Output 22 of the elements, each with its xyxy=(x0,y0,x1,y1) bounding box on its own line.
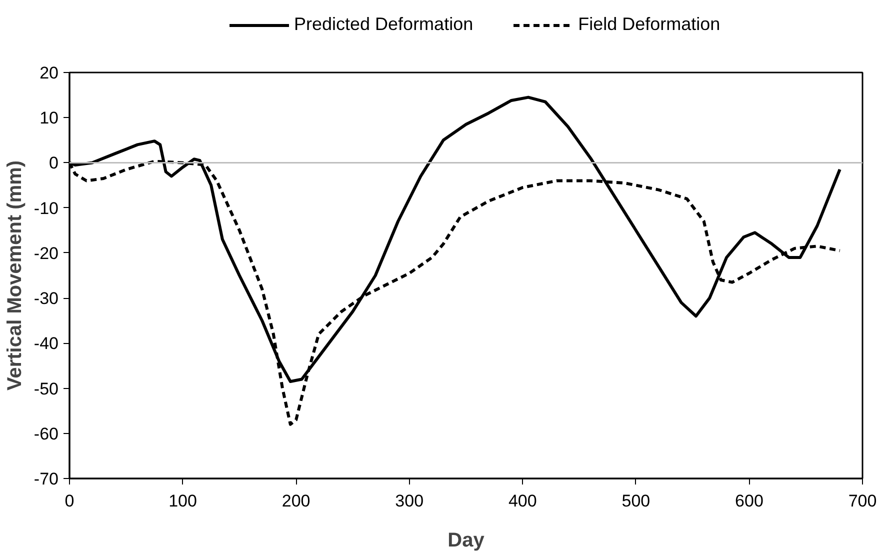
y-axis-title: Vertical Movement (mm) xyxy=(4,160,26,391)
y-tick-label: -50 xyxy=(34,379,59,398)
y-tick-label: -70 xyxy=(34,470,59,488)
x-tick-label: 500 xyxy=(622,492,650,510)
y-tick-label: -10 xyxy=(34,198,59,218)
legend-label: Predicted Deformation xyxy=(294,14,474,35)
x-tick-label: 200 xyxy=(282,492,310,510)
y-tick-label: 10 xyxy=(40,108,59,128)
y-tick-label: -20 xyxy=(34,244,59,263)
x-tick-label: 300 xyxy=(395,492,424,510)
y-tick-label: 20 xyxy=(40,64,59,82)
legend-label: Field Deformation xyxy=(578,14,720,35)
x-tick-label: 400 xyxy=(508,492,537,510)
y-tick-label: -30 xyxy=(34,289,59,308)
y-tick-label: -40 xyxy=(34,334,59,354)
x-axis-title: Day xyxy=(448,530,486,552)
x-tick-label: 600 xyxy=(735,492,764,510)
y-tick-label: -60 xyxy=(34,424,59,444)
x-tick-label: 100 xyxy=(168,492,197,510)
x-tick-label: 0 xyxy=(64,492,74,510)
y-tick-label: 0 xyxy=(49,154,59,173)
x-tick-label: 700 xyxy=(848,492,877,510)
